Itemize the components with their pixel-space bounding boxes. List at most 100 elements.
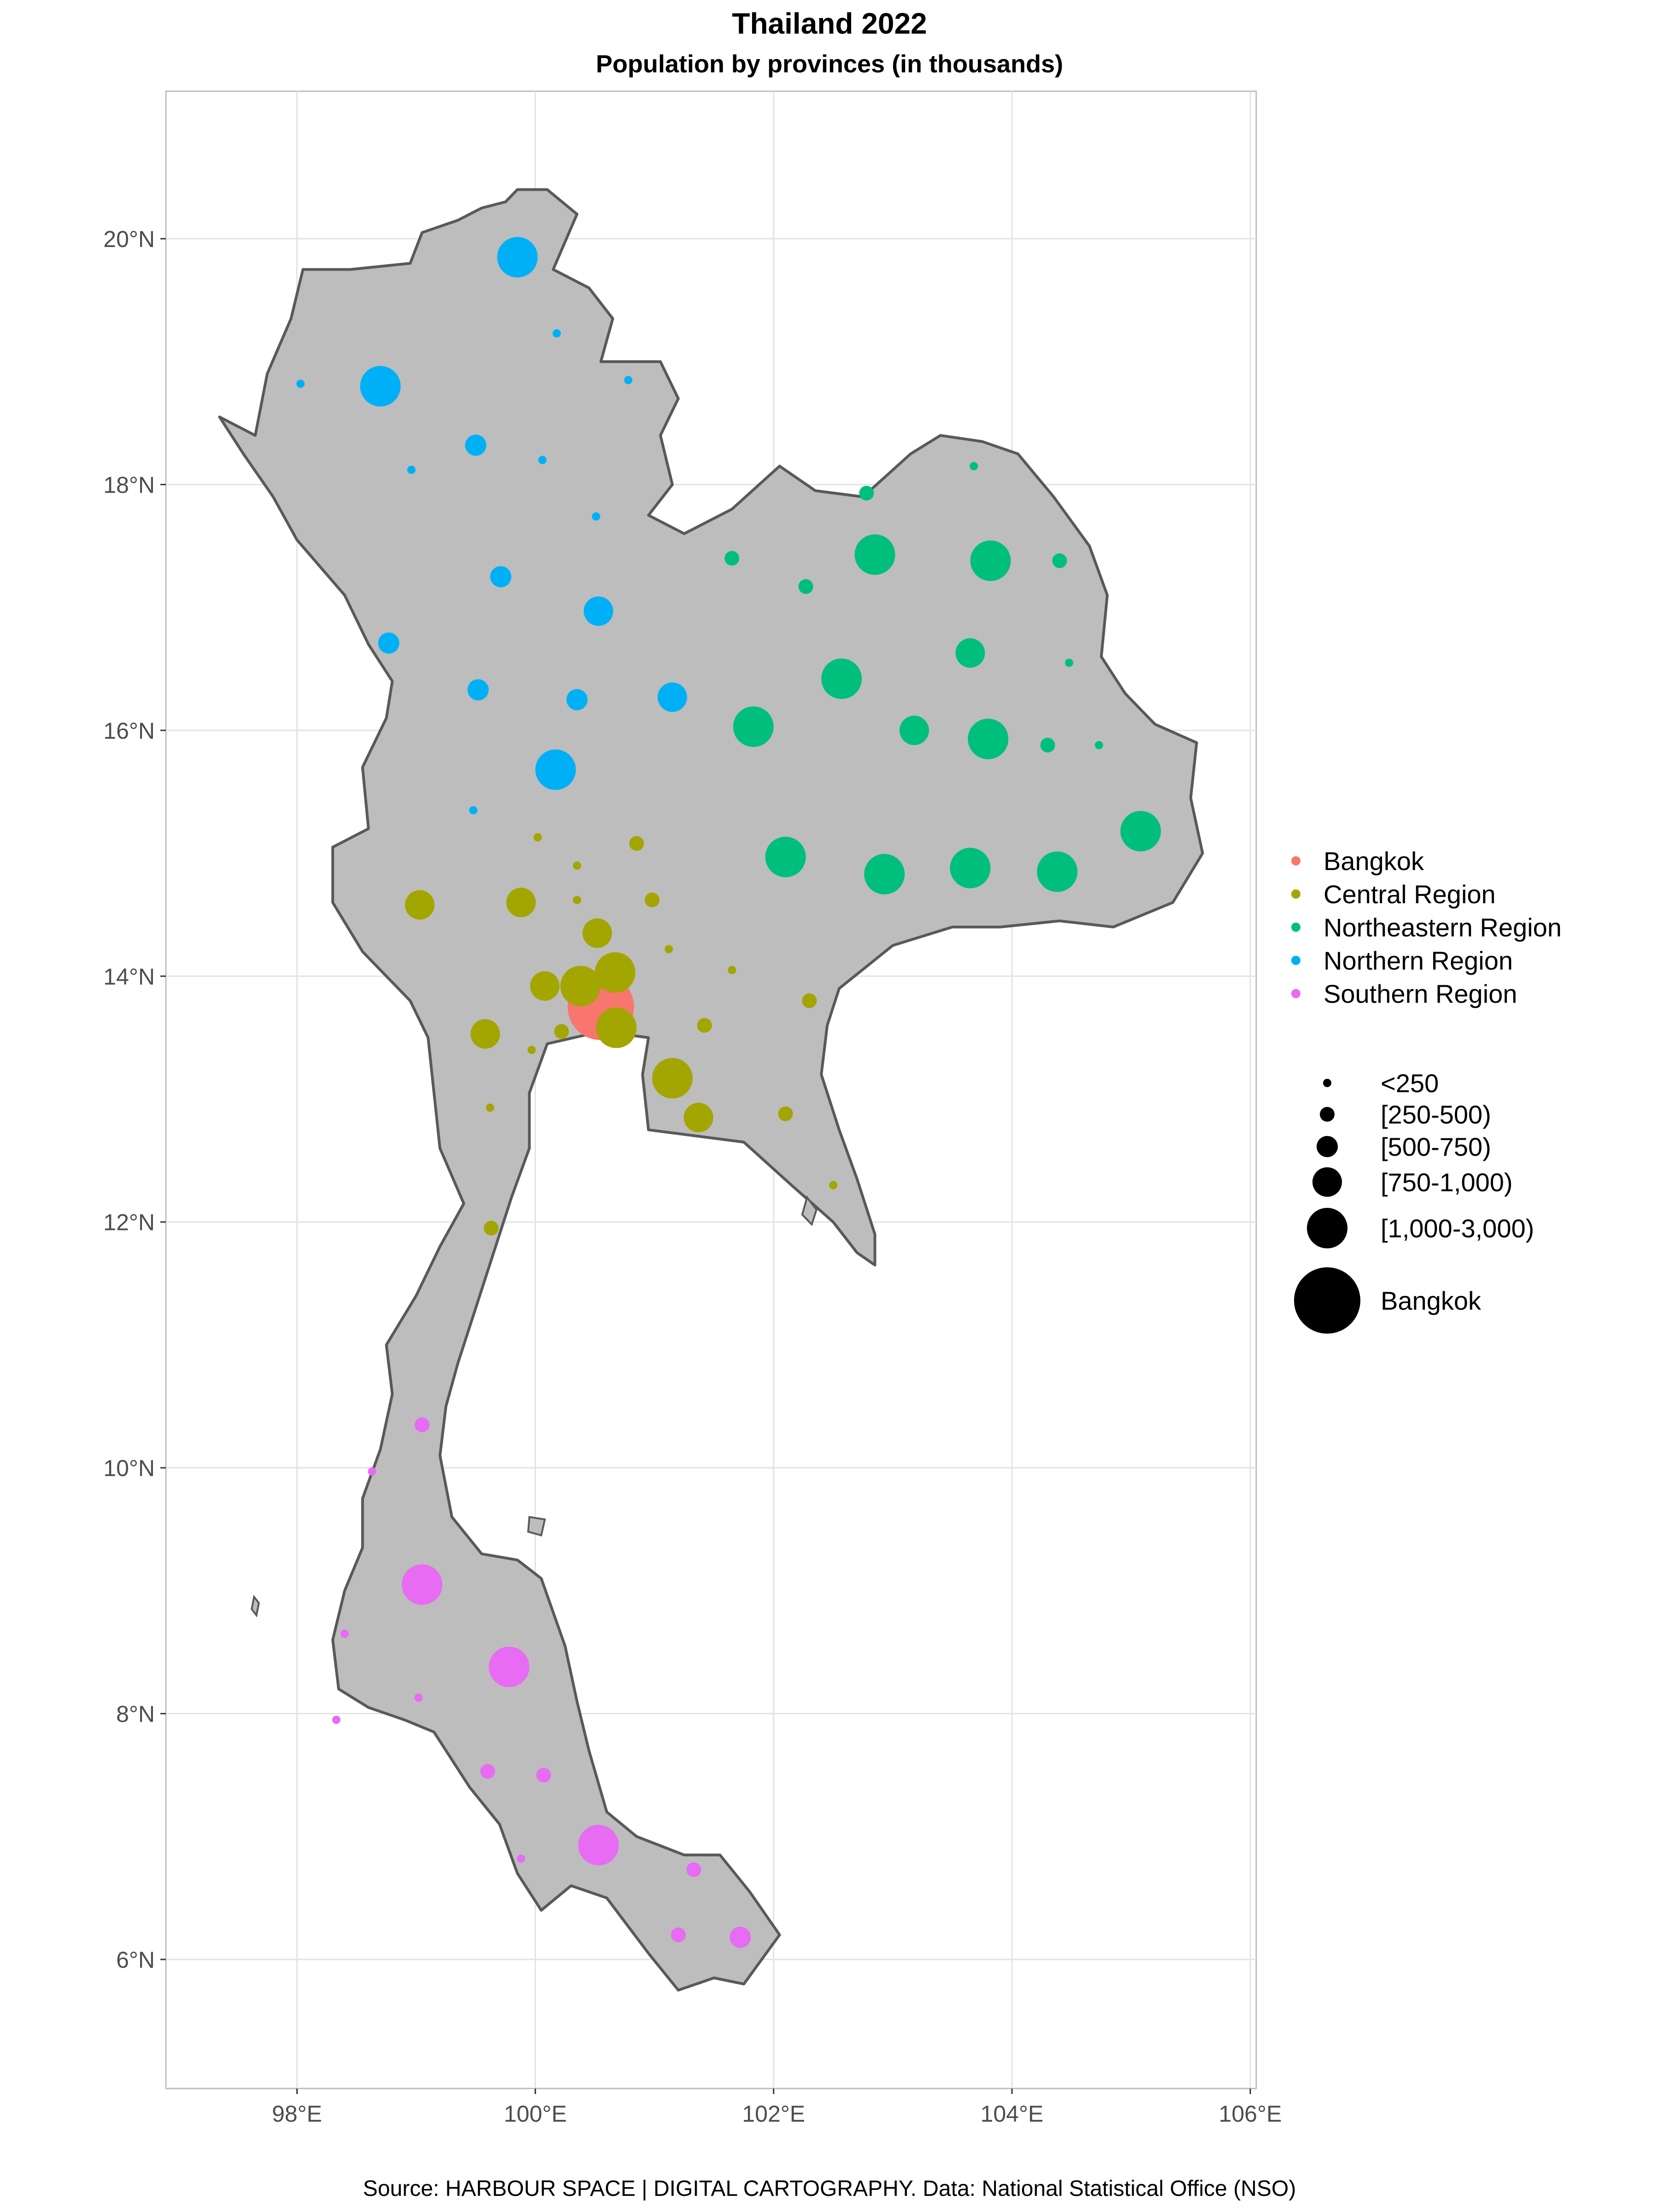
province-point — [1040, 737, 1055, 753]
province-point — [592, 512, 600, 521]
province-point — [686, 1862, 701, 1877]
province-point — [1094, 741, 1103, 749]
province-point — [665, 945, 673, 953]
x-tick-label: 98°E — [272, 2101, 322, 2127]
legend-label-size: [500-750) — [1381, 1132, 1491, 1161]
province-point — [553, 329, 561, 338]
province-point — [624, 376, 633, 384]
size-legend: <250[250-500) [500-750) [750-1,000) [1,000-… — [1294, 1069, 1534, 1334]
province-point — [368, 1467, 377, 1476]
legend-label-region: Bangkok — [1324, 847, 1424, 876]
y-tick-label: 14°N — [103, 964, 155, 989]
province-point — [407, 465, 416, 474]
province-point — [829, 1181, 837, 1189]
province-point — [950, 847, 991, 888]
legend-label-size: [1,000-3,000) — [1381, 1214, 1534, 1243]
province-point — [535, 749, 576, 790]
y-tick-label: 12°N — [103, 1210, 155, 1235]
province-point — [778, 1106, 793, 1121]
province-point — [802, 993, 817, 1008]
province-point — [554, 1024, 569, 1039]
province-point — [733, 706, 774, 747]
province-point — [480, 1764, 495, 1779]
province-point — [697, 1018, 712, 1033]
province-point — [527, 1046, 536, 1054]
legend-key-region — [1291, 856, 1300, 865]
province-point — [483, 1221, 499, 1235]
province-point — [859, 486, 874, 501]
province-point — [821, 658, 862, 699]
legend-label-region: Northeastern Region — [1324, 913, 1562, 942]
island — [527, 1516, 546, 1537]
province-point — [582, 918, 612, 948]
province-point — [968, 718, 1009, 759]
province-point — [899, 715, 929, 745]
province-point — [652, 1058, 693, 1099]
legend-label-size: [250-500) — [1381, 1100, 1491, 1129]
legend-key-size — [1320, 1107, 1335, 1122]
province-point — [467, 679, 489, 700]
province-point — [469, 806, 478, 815]
legend-label-size: <250 — [1381, 1069, 1439, 1098]
province-point — [583, 596, 613, 626]
x-tick-label: 102°E — [742, 2101, 805, 2127]
legend-key-region — [1291, 923, 1300, 932]
legend-key-region — [1291, 956, 1300, 965]
province-point — [405, 890, 435, 920]
y-tick-label: 16°N — [103, 718, 155, 744]
y-tick-label: 10°N — [103, 1455, 155, 1481]
x-tick-label: 104°E — [981, 2101, 1044, 2127]
province-point — [517, 1854, 525, 1863]
province-point — [1120, 811, 1161, 852]
province-point — [970, 462, 978, 471]
province-point — [536, 1767, 551, 1783]
province-point — [401, 1564, 442, 1605]
island — [801, 1195, 818, 1226]
province-point — [530, 971, 560, 1001]
map-subtitle: Population by provinces (in thousands) — [595, 50, 1064, 78]
map-title: Thailand 2022 — [732, 7, 927, 40]
province-point — [671, 1927, 686, 1942]
legend-key-size — [1294, 1267, 1360, 1334]
province-point — [414, 1693, 423, 1702]
legend-label-size: [750-1,000) — [1381, 1168, 1512, 1197]
province-point — [573, 895, 582, 904]
province-point — [506, 888, 536, 918]
province-point — [360, 366, 401, 407]
province-point — [864, 853, 905, 894]
province-point — [486, 1103, 494, 1112]
province-point — [488, 1647, 529, 1688]
province-point — [765, 836, 806, 877]
province-point — [465, 435, 487, 456]
legend-key-size — [1317, 1136, 1338, 1157]
province-point — [471, 1019, 500, 1049]
province-point — [1037, 851, 1078, 892]
province-point — [798, 579, 813, 594]
province-point — [724, 551, 740, 566]
province-point — [854, 534, 895, 575]
region-legend: Bangkok Central Region Northeastern Region… — [1291, 847, 1562, 1008]
province-point — [578, 1824, 619, 1865]
province-point — [594, 952, 635, 993]
y-tick-label: 8°N — [116, 1701, 155, 1727]
province-point — [560, 965, 601, 1006]
province-point — [970, 540, 1011, 581]
province-point — [296, 379, 305, 388]
province-point — [729, 1926, 751, 1948]
province-point — [566, 689, 588, 711]
x-axis: 98°E 100°E 102°E 104°E 106°E — [272, 2088, 1282, 2127]
y-tick-label: 18°N — [103, 472, 155, 498]
province-point — [629, 836, 644, 851]
y-axis: 6°N 8°N 10°N 12°N 14°N 16°N 18°N 20°N — [103, 226, 166, 1973]
legend-label-region: Northern Region — [1324, 946, 1513, 975]
province-point — [645, 892, 659, 907]
province-point — [378, 632, 400, 654]
province-points — [296, 237, 1161, 1948]
province-point — [533, 833, 542, 841]
province-point — [658, 682, 687, 712]
province-point — [596, 1007, 637, 1048]
legend-key-size — [1323, 1079, 1331, 1087]
legend-label-size: Bangkok — [1381, 1286, 1482, 1315]
legend-label-region: Southern Region — [1324, 979, 1517, 1008]
